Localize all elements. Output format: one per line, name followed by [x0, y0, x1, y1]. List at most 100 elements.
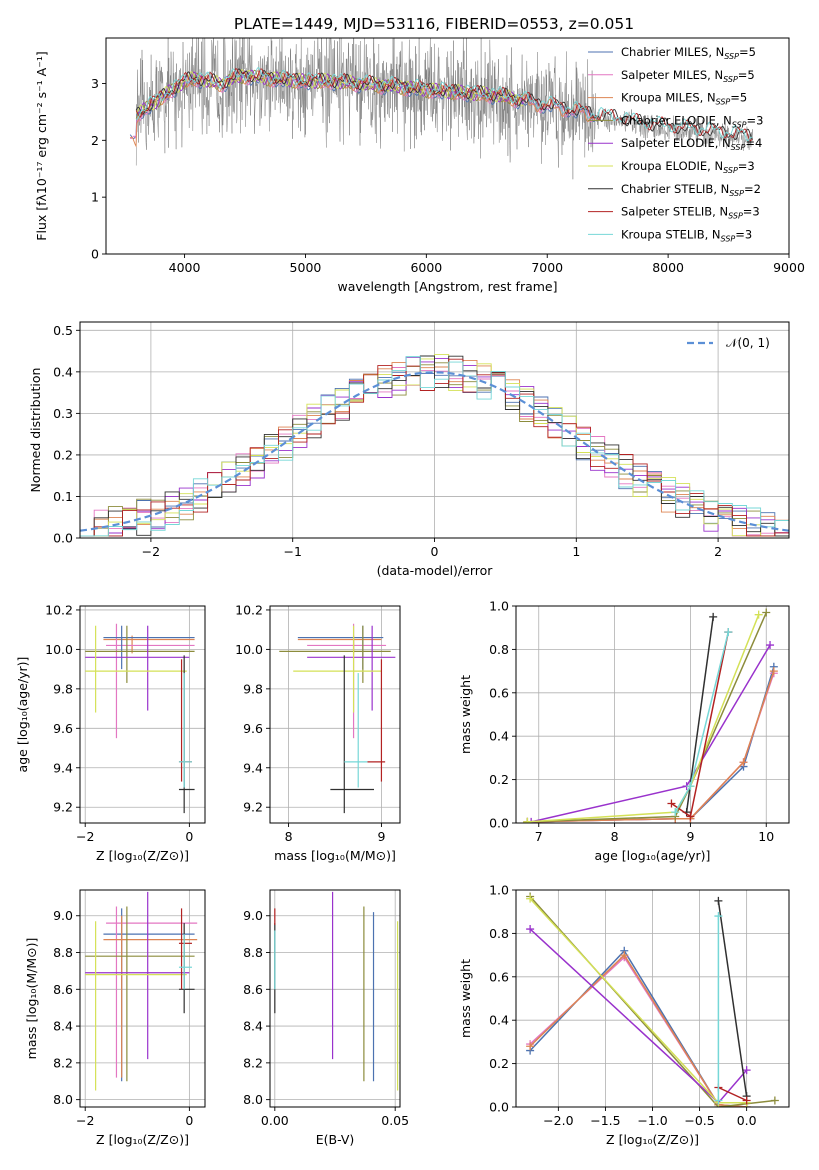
- weight-marker-kroupa_stelib: [671, 808, 680, 817]
- observed-spectrum: [135, 38, 753, 180]
- weight-line-chabrier_stelib: [717, 900, 748, 1097]
- x-tick-label: 2: [714, 544, 722, 559]
- legend-label: Salpeter STELIB, N: [621, 205, 728, 219]
- x-tick-label: −1.5: [590, 1113, 620, 1128]
- weight-line-chabrier_miles: [527, 666, 775, 823]
- y-tick-label: 9.2: [243, 800, 263, 815]
- axes-frame: −2 0 8.0 8.2 8.4 8.6 8.8 9.0 Z [log₁₀(Z/Z⊙)] mass…: [24, 889, 206, 1147]
- y-tick-label: 8.2: [243, 1055, 263, 1070]
- x-tick-label: 1: [572, 544, 580, 559]
- weight-marker-chabrier_elodie: [762, 608, 771, 617]
- mass-vs-metallicity-panel: −2 0 8.0 8.2 8.4 8.6 8.8 9.0 Z [log₁₀(Z/Z⊙)] mass…: [24, 889, 206, 1147]
- y-axis-label: mass [log₁₀(M/M⊙)]: [24, 938, 39, 1060]
- x-tick-label: −1: [283, 544, 301, 559]
- x-axis-label: mass [log₁₀(M/M⊙)]: [274, 848, 396, 863]
- y-tick-label: 8.0: [243, 1092, 263, 1107]
- x-axis-label: Z [log₁₀(Z/Z⊙)]: [96, 848, 189, 863]
- legend-subscript: SSP: [728, 212, 743, 221]
- legend-count: =3: [738, 159, 755, 173]
- mass-vs-extinction-panel: 0.00 0.05 8.0 8.2 8.4 8.6 8.8 9.0 E(B-V): [243, 889, 409, 1147]
- y-tick-label: 0.3: [53, 406, 73, 421]
- x-tick-label: 5000: [290, 260, 322, 275]
- legend-label: Salpeter ELODIE, N: [621, 136, 731, 150]
- axes-frame: −2 −1 0 1 2 0.0 0.1 0.2 0.3 0.4 0.5 (data-model)/er…: [28, 321, 790, 578]
- legend-count: =3: [743, 205, 760, 219]
- weight-line-salpeter_stelib: [718, 1086, 747, 1102]
- weight-marker-salpeter_stelib: [667, 799, 676, 808]
- legend-entry: Salpeter MILES, NSSP=5: [621, 68, 755, 84]
- age-vs-mass-panel: 8 9 9.2 9.4 9.6 9.8 10.0 10.2 mass [log₁₀(M/M⊙)]: [235, 602, 401, 863]
- x-tick-label: 0: [185, 829, 193, 844]
- x-axis-label: Z [log₁₀(Z/Z⊙)]: [96, 1132, 189, 1147]
- weight-line-kroupa_miles: [529, 953, 747, 1107]
- legend-label: Chabrier ELODIE, N: [621, 113, 732, 127]
- y-tick-label: 8.6: [243, 982, 263, 997]
- legend-entry: Chabrier MILES, NSSP=5: [621, 45, 756, 61]
- plot-area: [129, 38, 753, 180]
- legend-count: =5: [739, 45, 756, 59]
- x-tick-label: −2.0: [543, 1113, 573, 1128]
- x-tick-label: −0.5: [684, 1113, 714, 1128]
- legend-entry: Salpeter ELODIE, NSSP=4: [621, 136, 762, 152]
- y-tick-label: 9.6: [53, 721, 73, 736]
- legend-entry: Kroupa MILES, NSSP=5: [621, 91, 747, 107]
- weight-marker-salpeter_elodie: [742, 1066, 751, 1075]
- y-tick-label: 10.2: [235, 602, 263, 617]
- y-tick-label: 8.2: [53, 1055, 73, 1070]
- axes-border: [515, 605, 790, 824]
- x-tick-label: 7: [535, 829, 543, 844]
- y-tick-label: 9.0: [53, 908, 73, 923]
- legend-subscript: SSP: [721, 234, 736, 243]
- x-axis-label: age [log₁₀(age/yr)]: [595, 848, 711, 863]
- y-axis-label: Flux [fλ10⁻¹⁷ erg cm⁻² s⁻¹ A⁻¹]: [34, 51, 49, 240]
- x-axis-label: E(B-V): [316, 1132, 355, 1147]
- residuals-panel: −2 −1 0 1 2 0.0 0.1 0.2 0.3 0.4 0.5 (data-model)/er…: [28, 321, 790, 578]
- plot-area: [274, 891, 399, 1091]
- weight-marker-kroupa_miles: [526, 1042, 535, 1051]
- legend-entry: Kroupa STELIB, NSSP=3: [621, 227, 752, 243]
- y-tick-label: 3: [91, 76, 99, 91]
- weight-marker-salpeter_stelib: [742, 1096, 751, 1105]
- axes-frame: 0.00 0.05 8.0 8.2 8.4 8.6 8.8 9.0 E(B-V): [243, 889, 409, 1147]
- y-tick-label: 8.8: [243, 945, 263, 960]
- y-tick-label: 0.0: [489, 816, 509, 831]
- x-tick-label: 0.05: [381, 1113, 409, 1128]
- x-tick-label: 0: [185, 1113, 193, 1128]
- y-tick-label: 9.0: [243, 908, 263, 923]
- y-tick-label: 8.6: [53, 982, 73, 997]
- x-tick-label: 8: [285, 829, 293, 844]
- weight-marker-kroupa_miles: [769, 667, 778, 676]
- plot-area: [523, 608, 778, 823]
- y-tick-label: 0.4: [489, 729, 509, 744]
- legend-label: Kroupa MILES, N: [621, 91, 716, 105]
- axes-frame: 8 9 9.2 9.4 9.6 9.8 10.0 10.2 mass [log₁₀(M/M⊙)]: [235, 602, 401, 863]
- weight-marker-kroupa_miles: [620, 951, 629, 960]
- weight-line-chabrier_stelib: [685, 616, 714, 813]
- x-tick-label: 4000: [169, 260, 201, 275]
- axes-frame: 4000 5000 6000 7000 8000 9000 0 1 2 3 wavelength […: [34, 37, 805, 294]
- legend-entry: Chabrier ELODIE, NSSP=3: [621, 113, 763, 129]
- y-axis-label: mass weight: [458, 675, 473, 754]
- weight-marker-kroupa_elodie: [523, 817, 532, 823]
- axes-border: [105, 37, 790, 255]
- y-tick-label: 1: [91, 190, 99, 205]
- legend-subscript: SSP: [724, 52, 739, 61]
- axes-frame: 7 8 9 10 0.0 0.2 0.4 0.6 0.8 1.0 age [log₁₀(age/yr…: [458, 599, 790, 863]
- y-tick-label: 9.2: [53, 800, 73, 815]
- plot-area: [85, 891, 198, 1091]
- axes-border: [269, 889, 401, 1108]
- legend: Chabrier MILES, NSSP=5 Salpeter MILES, NS…: [588, 45, 763, 243]
- legend-subscript: SSP: [716, 98, 731, 107]
- y-tick-label: 0.2: [53, 447, 73, 462]
- y-tick-label: 8.8: [53, 945, 73, 960]
- y-tick-label: 0.6: [489, 685, 509, 700]
- weight-marker-kroupa_stelib: [686, 782, 695, 791]
- weight-marker-kroupa_stelib: [724, 628, 733, 637]
- legend-subscript: SSP: [731, 143, 746, 152]
- x-tick-label: 8000: [652, 260, 684, 275]
- y-tick-label: 0.6: [489, 969, 509, 984]
- x-tick-label: −2: [142, 544, 160, 559]
- weight-marker-chabrier_stelib: [709, 612, 718, 621]
- spectrum-panel: 4000 5000 6000 7000 8000 9000 0 1 2 3 wavelength […: [34, 37, 805, 294]
